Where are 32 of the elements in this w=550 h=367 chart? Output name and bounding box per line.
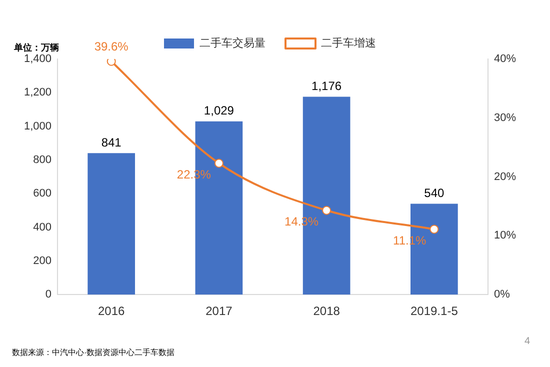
y-axis-title: 单位：万辆 xyxy=(13,42,59,52)
point xyxy=(430,224,439,234)
x-tick-label: 2016 xyxy=(98,304,126,318)
point xyxy=(106,59,116,66)
data-label: 1,176 xyxy=(312,79,342,94)
data-label: 1,029 xyxy=(204,104,234,118)
x-tick-label: 2017 xyxy=(206,304,233,318)
legend-label: 二手车增速 xyxy=(321,36,376,50)
legend-label: 二手车交易量 xyxy=(200,36,266,50)
y-tick-label: 200 xyxy=(33,254,52,267)
y2-tick-label: 0% xyxy=(494,288,510,301)
y-tick-label: 600 xyxy=(33,188,52,200)
x-tick-label: 2018 xyxy=(313,304,340,318)
y2-tick-label: 20% xyxy=(494,170,516,183)
text: 4 xyxy=(524,336,530,347)
source-note: 数据来源：中汽中心·数据资源中心二手车数据 xyxy=(12,348,175,358)
point xyxy=(322,206,332,215)
bar xyxy=(88,153,136,295)
data-label: 540 xyxy=(424,186,445,200)
y2-tick-label: 10% xyxy=(494,230,516,242)
y2-tick-label: 30% xyxy=(494,112,516,124)
y-tick-label: 1,200 xyxy=(24,86,52,99)
y-tick-label: 1,400 xyxy=(24,53,52,66)
x-tick-label: 2019.1-5 xyxy=(410,304,458,318)
y2-tick-label: 40% xyxy=(494,53,516,66)
y-tick-label: 800 xyxy=(33,154,52,166)
data-label: 841 xyxy=(101,135,122,150)
data-label: 39.6% xyxy=(94,40,129,54)
point xyxy=(214,158,224,168)
y-tick-label: 400 xyxy=(33,221,52,234)
y-tick-label: 0 xyxy=(45,288,52,301)
y-tick-label: 1,000 xyxy=(24,120,52,132)
